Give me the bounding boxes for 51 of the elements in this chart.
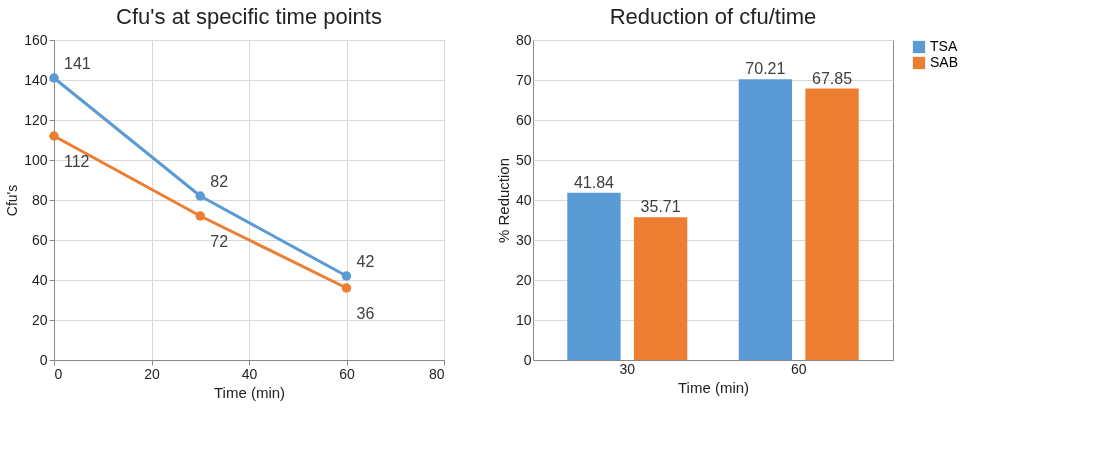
data-label: 67.85 (812, 69, 853, 87)
bar (738, 79, 793, 360)
y-tick-label: 20 (515, 271, 532, 288)
bar (633, 217, 688, 360)
y-tick-label: 30 (515, 231, 532, 248)
x-axis-title: Time (min) (677, 378, 750, 396)
chart-title: Reduction of cfu/time (609, 4, 817, 29)
x-axis-title: Time (min) (213, 383, 286, 401)
legend-label: SAB (930, 54, 959, 70)
data-label: 70.21 (745, 60, 786, 78)
x-tick-label: 0 (54, 365, 63, 382)
data-label: 41.84 (573, 173, 615, 191)
point (49, 73, 59, 83)
data-label: 82 (210, 173, 229, 190)
y-axis-title: % Reduction (494, 157, 512, 244)
data-label: 72 (210, 233, 229, 250)
y-tick-label: 40 (515, 191, 532, 208)
x-tick-label: 60 (790, 360, 807, 377)
data-label: 42 (356, 253, 375, 270)
x-tick-label: 40 (241, 365, 258, 382)
y-tick-label: 60 (515, 111, 532, 128)
y-tick-label: 160 (24, 31, 48, 48)
point (195, 191, 205, 201)
y-tick-label: 140 (24, 71, 48, 88)
legend-label: TSA (930, 38, 958, 54)
y-tick-label: 80 (515, 31, 532, 48)
x-tick-label: 80 (428, 365, 445, 382)
point (195, 211, 205, 221)
point (49, 131, 59, 141)
y-tick-label: 70 (515, 71, 532, 88)
point (341, 283, 352, 293)
x-tick-label: 20 (144, 365, 160, 382)
bar (567, 192, 621, 360)
y-axis-title: Cfu's (4, 184, 21, 217)
y-tick-label: 120 (24, 111, 48, 128)
y-tick-label: 20 (31, 311, 48, 328)
data-label: 35.71 (640, 198, 681, 216)
x-tick-label: 60 (339, 365, 355, 382)
data-label: 141 (64, 55, 91, 72)
y-tick-label: 100 (24, 151, 48, 168)
point (341, 271, 352, 281)
data-label: 112 (64, 153, 90, 170)
chart-title: Cfu's at specific time points (116, 4, 382, 29)
y-tick-label: 10 (515, 311, 532, 328)
y-tick-label: 80 (31, 191, 48, 208)
bar (805, 88, 859, 360)
x-tick-label: 30 (619, 360, 636, 377)
y-tick-label: 40 (31, 271, 48, 288)
y-tick-label: 60 (31, 231, 48, 248)
y-tick-label: 50 (515, 151, 532, 168)
data-label: 36 (356, 305, 375, 322)
